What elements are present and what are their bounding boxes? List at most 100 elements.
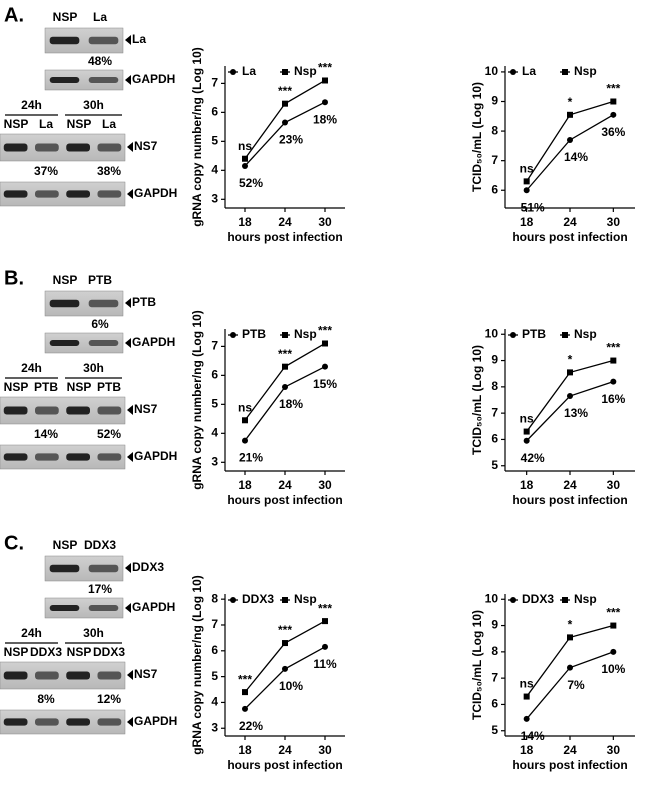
- blot: [44, 597, 124, 619]
- legend-marker: [562, 332, 568, 338]
- legend-label: DDX3: [522, 592, 554, 606]
- band-label: La: [132, 32, 146, 46]
- band-label: NS7: [134, 402, 158, 416]
- band: [97, 190, 122, 198]
- x-tick-label: 24: [278, 215, 292, 229]
- y-tick-label: 8: [211, 591, 218, 605]
- percent-label: 7%: [567, 678, 585, 692]
- y-tick-label: 5: [491, 458, 498, 472]
- significance-label: ns: [238, 139, 252, 153]
- significance-label: *: [568, 353, 573, 367]
- point: [322, 340, 328, 347]
- x-tick-label: 18: [520, 478, 534, 492]
- significance-label: *: [568, 95, 573, 109]
- band-label: GAPDH: [132, 72, 175, 86]
- band-label: DDX3: [132, 560, 164, 574]
- y-tick-label: 7: [491, 153, 498, 167]
- lane-label: PTB: [88, 273, 112, 287]
- panel-label: A.: [4, 4, 24, 26]
- y-tick-label: 5: [491, 723, 498, 737]
- percent-label: 12%: [97, 692, 121, 706]
- legend-marker: [510, 332, 516, 338]
- percent-label: 52%: [97, 427, 121, 441]
- band: [97, 406, 122, 415]
- band-label: NS7: [134, 667, 158, 681]
- percent-label: 6%: [91, 317, 109, 331]
- point: [567, 393, 573, 400]
- point: [610, 622, 617, 629]
- band: [97, 671, 122, 680]
- point: [567, 634, 573, 641]
- y-tick-label: 6: [491, 697, 498, 711]
- y-tick-label: 8: [491, 644, 498, 658]
- band: [49, 36, 80, 45]
- x-tick-label: 18: [238, 743, 252, 757]
- band-label: PTB: [132, 295, 156, 309]
- band: [35, 143, 59, 152]
- point: [610, 111, 617, 118]
- legend-label: Nsp: [574, 592, 597, 606]
- lane-label: PTB: [97, 380, 121, 394]
- y-tick-label: 6: [491, 182, 498, 196]
- significance-label: ***: [606, 341, 620, 355]
- legend-label: Nsp: [294, 64, 317, 78]
- y-tick-label: 7: [211, 76, 218, 90]
- lane-label: La: [93, 10, 107, 24]
- point: [523, 187, 530, 194]
- significance-label: ns: [520, 677, 534, 691]
- legend-marker: [230, 69, 236, 75]
- point: [523, 693, 530, 700]
- lane-label: PTB: [34, 380, 58, 394]
- percent-label: 38%: [97, 164, 121, 178]
- y-axis-label: TCID₅₀/mL (Log 10): [470, 610, 484, 720]
- significance-label: ***: [318, 324, 332, 338]
- band-label: NS7: [134, 139, 158, 153]
- point: [322, 618, 328, 625]
- percent-label: 51%: [521, 200, 545, 214]
- percent-label: 52%: [239, 176, 263, 190]
- y-tick-label: 3: [211, 454, 218, 468]
- y-tick-label: 8: [491, 123, 498, 137]
- percent-label: 18%: [279, 397, 303, 411]
- percent-label: 14%: [564, 150, 588, 164]
- point: [567, 369, 573, 376]
- y-tick-label: 9: [491, 353, 498, 367]
- band: [88, 299, 119, 308]
- y-tick-label: 4: [211, 425, 218, 439]
- x-tick-label: 30: [607, 478, 621, 492]
- time-label: 30h: [83, 98, 104, 112]
- significance-label: ***: [278, 347, 292, 361]
- legend-label: Nsp: [294, 592, 317, 606]
- band-label: GAPDH: [134, 714, 177, 728]
- y-tick-label: 8: [491, 379, 498, 393]
- legend-marker: [230, 332, 236, 338]
- band: [35, 406, 59, 415]
- x-axis-label: hours post infection: [227, 758, 342, 772]
- blot: [44, 332, 124, 354]
- lane-label: NSP: [53, 273, 78, 287]
- significance-label: ***: [606, 606, 620, 620]
- point: [242, 437, 248, 444]
- y-tick-label: 10: [485, 591, 499, 605]
- lane-label: NSP: [4, 380, 29, 394]
- band: [3, 671, 28, 680]
- point: [523, 178, 530, 185]
- band: [3, 143, 28, 152]
- x-axis-label: hours post infection: [227, 230, 342, 244]
- legend-label: PTB: [242, 327, 266, 341]
- band: [35, 718, 59, 726]
- band: [49, 564, 80, 573]
- band: [66, 671, 90, 680]
- point: [523, 437, 530, 444]
- point: [282, 119, 288, 126]
- point: [567, 664, 573, 671]
- panel-label: C.: [4, 532, 24, 554]
- x-tick-label: 30: [318, 743, 332, 757]
- lane-label: NSP: [4, 117, 29, 131]
- y-tick-label: 9: [491, 618, 498, 632]
- percent-label: 37%: [34, 164, 58, 178]
- band: [88, 340, 119, 346]
- arrow: [125, 563, 131, 573]
- lane-label: DDX3: [93, 645, 125, 659]
- time-label: 30h: [83, 361, 104, 375]
